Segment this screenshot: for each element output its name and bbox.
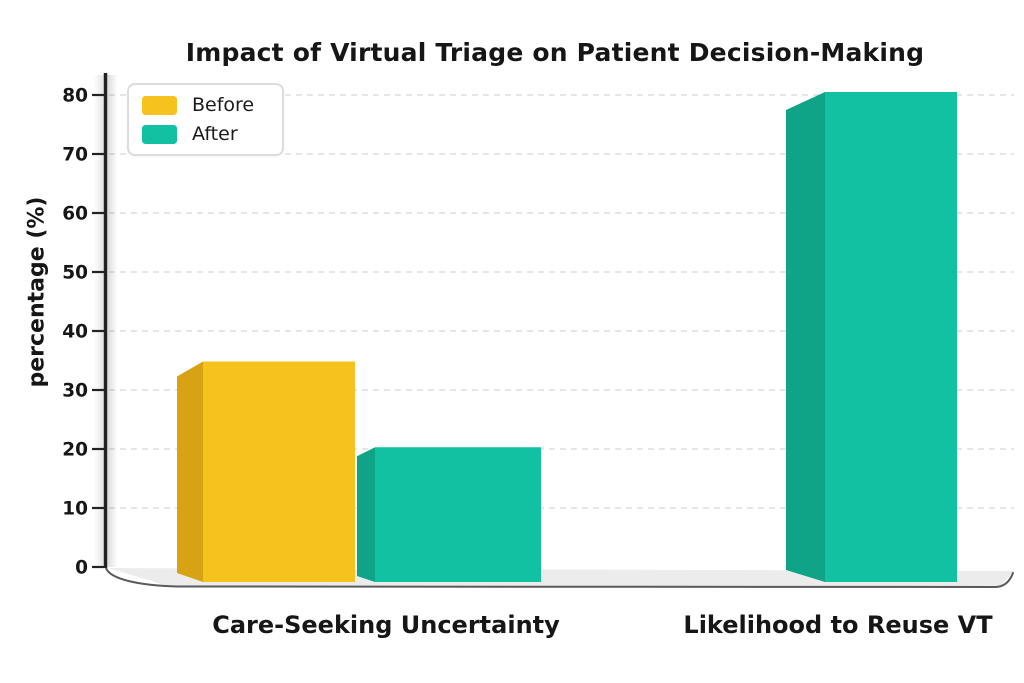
y-tick-label-30: 30	[62, 381, 88, 402]
legend-item-after: After	[142, 123, 254, 145]
y-axis-layer: 0 10 20 30 40 50 60 70 80	[62, 73, 118, 579]
bar-after-likelihood-to-reuse-vt-side-face	[786, 92, 825, 582]
y-tick-label-50: 50	[62, 263, 88, 284]
bar-before-care-seeking-uncertainty-side-face	[177, 361, 203, 582]
gridlines-layer	[109, 94, 1014, 509]
y-axis-shade-right	[107, 75, 118, 567]
bar-after-care-seeking-uncertainty	[357, 447, 541, 582]
legend-item-before: Before	[142, 94, 254, 116]
y-tick-label-70: 70	[62, 145, 88, 166]
floor-front-edge-line	[105, 567, 1014, 589]
bars-layer	[177, 92, 957, 582]
y-axis-shade-left	[93, 75, 104, 567]
x-category-label-care-seeking: Care-Seeking Uncertainty	[212, 611, 560, 639]
bar-after-likelihood-to-reuse-vt-front-face	[825, 92, 957, 582]
y-tick-label-0: 0	[75, 558, 88, 579]
chart-title: Impact of Virtual Triage on Patient Deci…	[185, 38, 925, 67]
y-tick-label-20: 20	[62, 440, 88, 461]
x-category-label-reuse-vt: Likelihood to Reuse VT	[683, 611, 993, 639]
y-tick-label-40: 40	[62, 322, 88, 343]
legend-swatch-before	[142, 95, 177, 115]
bar-before-care-seeking-uncertainty	[177, 361, 355, 582]
bar-after-likelihood-to-reuse-vt	[786, 92, 957, 582]
bar-before-care-seeking-uncertainty-front-face	[203, 361, 355, 582]
bar-after-care-seeking-uncertainty-side-face	[357, 447, 375, 582]
y-tick-label-80: 80	[62, 86, 88, 107]
legend-label-after: After	[192, 123, 238, 145]
bar-after-care-seeking-uncertainty-front-face	[375, 447, 541, 582]
legend-swatch-after	[142, 124, 177, 144]
legend: Before After	[127, 83, 285, 156]
y-tick-label-10: 10	[62, 499, 88, 520]
legend-label-before: Before	[192, 94, 255, 116]
y-tick-label-60: 60	[62, 204, 88, 225]
